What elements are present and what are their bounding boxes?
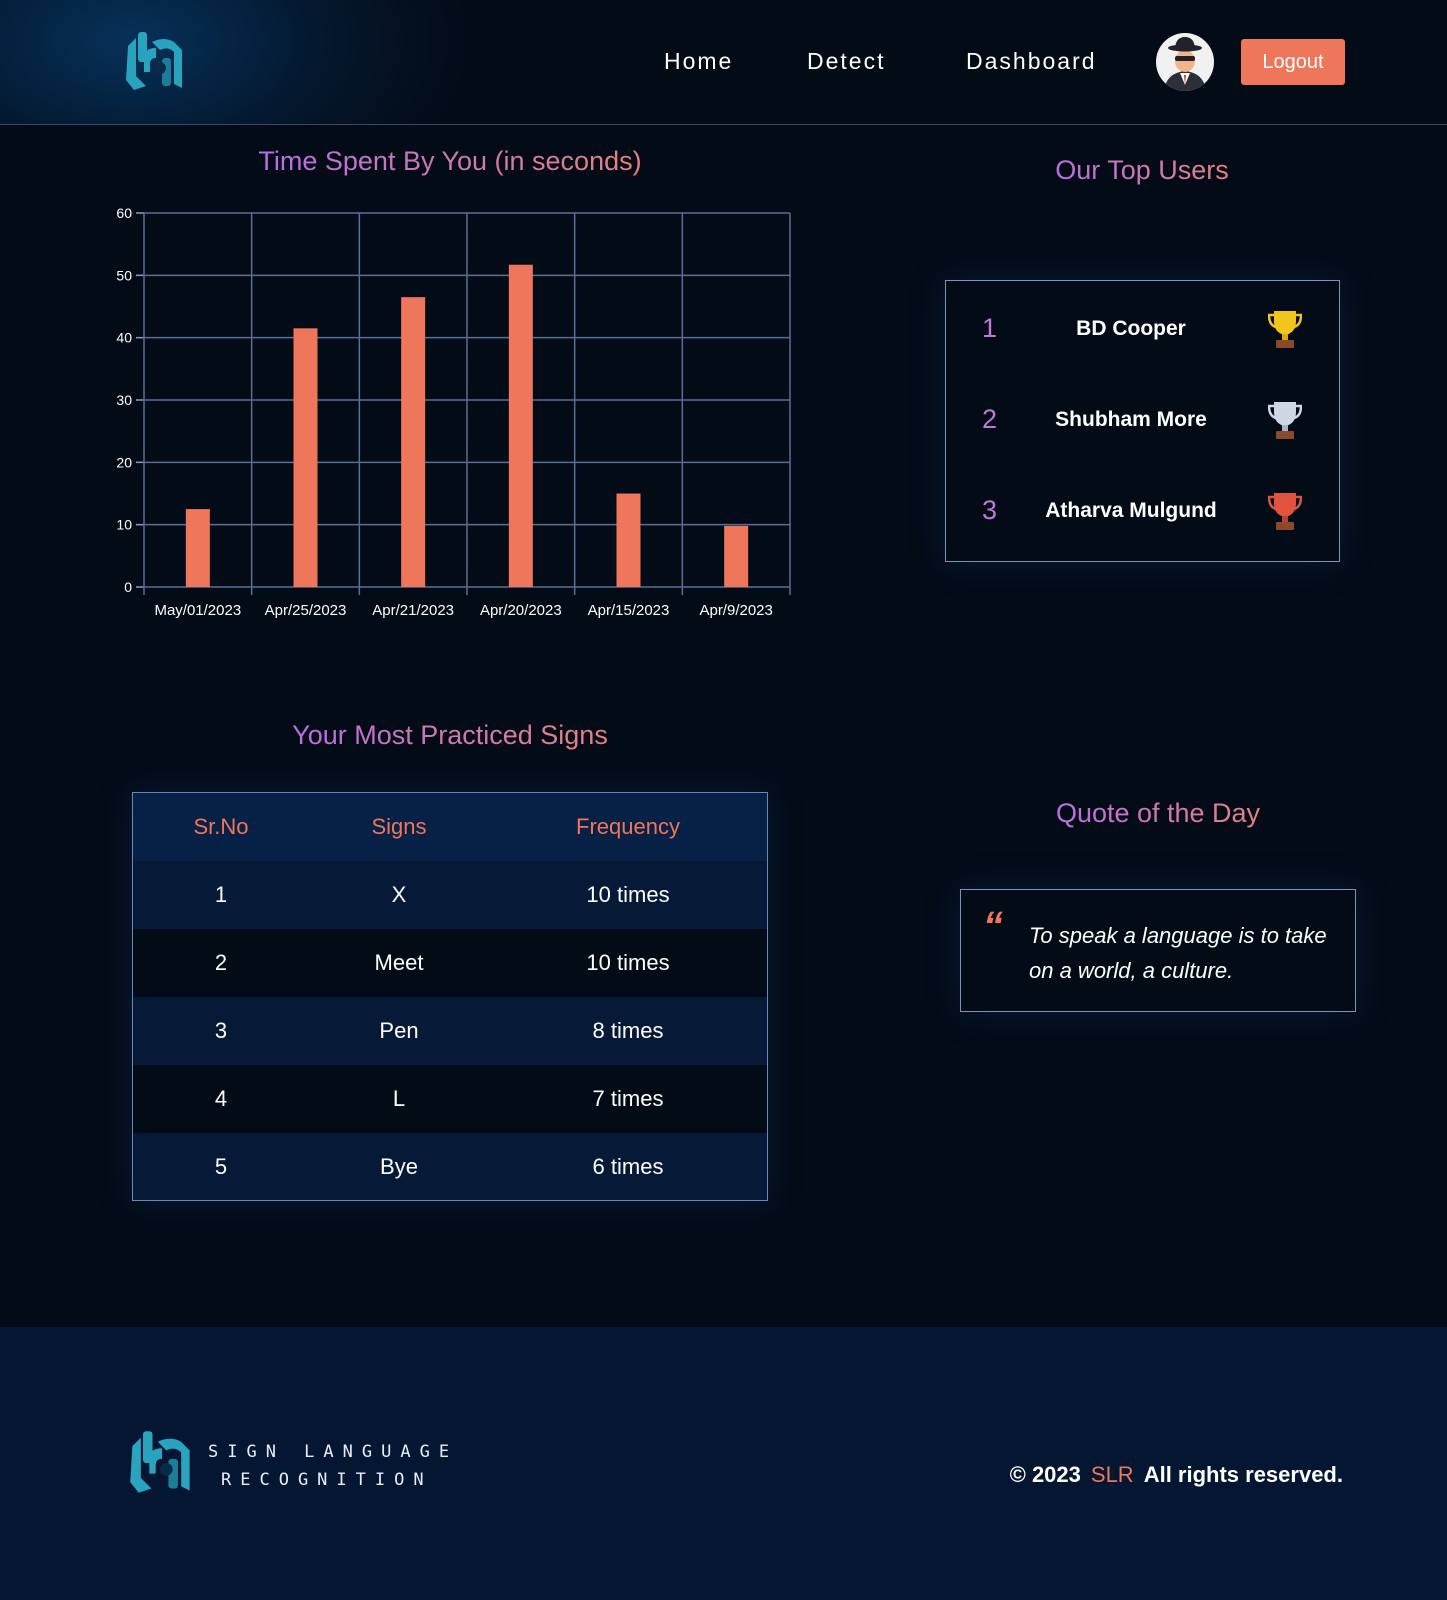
quote-title: Quote of the Day: [1047, 798, 1269, 829]
top-user-row[interactable]: 2 Shubham More: [946, 398, 1339, 439]
table-row: 2 Meet 10 times: [133, 929, 767, 997]
table-cell: 1: [133, 861, 309, 929]
time-chart-title: Time Spent By You (in seconds): [246, 146, 654, 177]
table-cell: X: [309, 861, 489, 929]
top-users-card: 1 BD Cooper 2 Shubham More 3 Atharva Mul…: [945, 280, 1340, 562]
table-cell: 6 times: [489, 1133, 767, 1200]
user-avatar[interactable]: [1156, 33, 1214, 91]
copyright-suffix: All rights reserved.: [1143, 1462, 1343, 1487]
user-rank: 1: [982, 313, 998, 343]
table-row: 5 Bye 6 times: [133, 1133, 767, 1200]
signs-table: Sr.No Signs Frequency 1 X 10 times 2 Mee…: [132, 792, 768, 1201]
table-row: 4 L 7 times: [133, 1065, 767, 1133]
table-row: 1 X 10 times: [133, 861, 767, 929]
footer: SIGN LANGUAGE RECOGNITION © 2023 SLR All r…: [0, 1327, 1447, 1600]
bar: [508, 264, 533, 587]
x-tick-label: Apr/9/2023: [699, 602, 772, 619]
top-user-row[interactable]: 1 BD Cooper: [946, 307, 1339, 348]
time-spent-bar-chart: 0 10 20 30 40 50 60 May/01/2023 Apr/25/2023 Apr/2…: [116, 205, 791, 619]
top-users-title: Our Top Users: [1050, 155, 1234, 186]
y-tick-label: 20: [116, 454, 132, 470]
bar: [293, 328, 318, 587]
user-rank: 3: [982, 495, 998, 525]
x-tick-label: Apr/20/2023: [480, 602, 562, 619]
bar: [401, 297, 426, 587]
table-cell: 2: [133, 929, 309, 997]
table-cell: 10 times: [489, 929, 767, 997]
table-cell: Meet: [309, 929, 489, 997]
user-name: BD Cooper: [1076, 317, 1186, 340]
table-cell: 7 times: [489, 1065, 767, 1133]
y-tick-label: 30: [116, 392, 132, 408]
y-tick-label: 50: [116, 267, 132, 283]
nav-home[interactable]: Home: [664, 48, 734, 74]
y-tick-label: 60: [116, 205, 132, 221]
column-header: Sr.No: [133, 793, 309, 861]
top-user-row[interactable]: 3 Atharva Mulgund: [946, 489, 1339, 530]
spy-avatar-icon: [1164, 37, 1206, 91]
bar: [724, 525, 749, 587]
table-row: 3 Pen 8 times: [133, 997, 767, 1065]
table-cell: L: [309, 1065, 489, 1133]
column-header: Signs: [309, 793, 489, 861]
quote-mark-icon: “: [983, 904, 1003, 948]
gold-trophy-icon: [1268, 311, 1302, 348]
header: Home Detect Dashboard Logout: [0, 0, 1447, 125]
hand-sign-logo-icon[interactable]: [122, 28, 188, 94]
signs-title: Your Most Practiced Signs: [279, 720, 621, 751]
table-cell: 3: [133, 997, 309, 1065]
x-tick-label: May/01/2023: [154, 602, 241, 619]
hand-sign-logo-icon[interactable]: [126, 1427, 196, 1497]
y-tick-label: 0: [124, 579, 132, 595]
y-tick-label: 10: [116, 517, 132, 533]
brand-line: SIGN LANGUAGE: [208, 1442, 459, 1462]
quote-card: “ To speak a language is to take on a wo…: [960, 889, 1356, 1012]
footer-brand-name: SIGN LANGUAGE RECOGNITION: [208, 1438, 458, 1494]
column-header: Frequency: [489, 793, 767, 861]
table-cell: 8 times: [489, 997, 767, 1065]
logout-button[interactable]: Logout: [1241, 39, 1345, 85]
user-rank: 2: [982, 404, 998, 434]
nav-dashboard[interactable]: Dashboard: [966, 48, 1097, 74]
table-cell: Bye: [309, 1133, 489, 1200]
brand-line: RECOGNITION: [221, 1470, 433, 1490]
x-tick-label: Apr/25/2023: [265, 602, 347, 619]
user-name: Shubham More: [1055, 408, 1207, 431]
user-name: Atharva Mulgund: [1045, 499, 1217, 522]
copyright-brand: SLR: [1090, 1462, 1134, 1487]
bar: [616, 493, 641, 587]
table-header-row: Sr.No Signs Frequency: [133, 793, 767, 861]
copyright-year: © 2023: [1009, 1462, 1081, 1487]
y-tick-label: 40: [116, 330, 132, 346]
quote-text: To speak a language is to take on a worl…: [1029, 923, 1327, 983]
table-cell: 4: [133, 1065, 309, 1133]
bar: [185, 509, 210, 587]
x-tick-label: Apr/21/2023: [372, 602, 454, 619]
table-cell: 5: [133, 1133, 309, 1200]
x-tick-label: Apr/15/2023: [588, 602, 670, 619]
bronze-trophy-icon: [1268, 493, 1302, 530]
silver-trophy-icon: [1268, 402, 1302, 439]
nav-detect[interactable]: Detect: [807, 48, 886, 74]
table-cell: Pen: [309, 997, 489, 1065]
table-cell: 10 times: [489, 861, 767, 929]
copyright: © 2023 SLR All rights reserved.: [1010, 1462, 1343, 1488]
